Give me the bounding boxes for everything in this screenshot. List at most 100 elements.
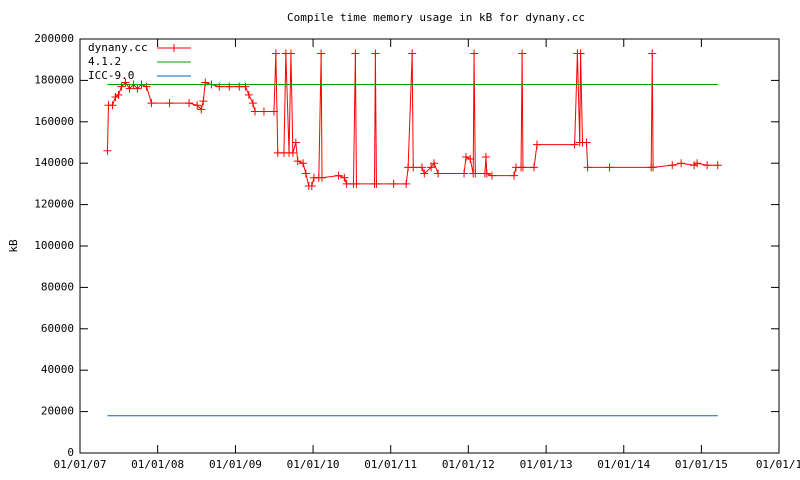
point-marker [244, 90, 253, 99]
point-marker [301, 169, 310, 178]
y-tick-label: 200000 [34, 32, 74, 45]
point-marker [460, 169, 469, 178]
point-marker [291, 138, 300, 147]
point-marker [103, 146, 112, 155]
point-marker [703, 161, 712, 170]
y-tick-label: 20000 [41, 405, 74, 418]
legend-label: ICC-9.0 [88, 69, 134, 82]
plot-frame [79, 38, 780, 454]
point-marker [147, 99, 156, 108]
point-marker [271, 49, 280, 58]
point-marker [481, 152, 490, 161]
x-tick-label: 01/01/1 [756, 458, 800, 471]
point-marker [133, 84, 142, 93]
point-marker [532, 140, 541, 149]
point-marker [430, 159, 439, 168]
point-marker [193, 101, 202, 110]
point-marker [199, 97, 208, 106]
point-marker [288, 148, 297, 157]
point-marker [201, 78, 210, 87]
point-marker [434, 169, 443, 178]
legend-label: dynany.cc [88, 41, 148, 54]
point-marker [342, 179, 351, 188]
x-tick-label: 01/01/10 [287, 458, 340, 471]
point-marker [185, 99, 194, 108]
point-marker [605, 163, 614, 172]
point-marker [307, 181, 316, 190]
point-marker [269, 107, 278, 116]
x-tick-label: 01/01/11 [364, 458, 417, 471]
point-marker [470, 49, 479, 58]
point-marker [215, 82, 224, 91]
point-marker [402, 179, 411, 188]
point-marker [487, 171, 496, 180]
point-marker [570, 140, 579, 149]
point-marker [482, 169, 491, 178]
point-marker [351, 49, 360, 58]
x-tick-label: 01/01/15 [675, 458, 728, 471]
point-marker [427, 163, 436, 172]
point-marker [165, 99, 174, 108]
x-tick-label: 01/01/14 [597, 458, 650, 471]
point-marker [317, 49, 326, 58]
point-marker [125, 84, 134, 93]
point-marker [471, 169, 480, 178]
point-marker [334, 171, 343, 180]
point-marker [241, 82, 250, 91]
x-tick-label: 01/01/09 [209, 458, 262, 471]
x-tick-label: 01/01/13 [520, 458, 573, 471]
point-marker [420, 169, 429, 178]
y-tick-label: 40000 [41, 363, 74, 376]
point-marker [649, 163, 658, 172]
point-marker [108, 101, 117, 110]
point-marker [576, 49, 585, 58]
series-line [106, 53, 718, 187]
point-marker [286, 49, 295, 58]
point-marker [248, 99, 257, 108]
point-marker [510, 171, 519, 180]
point-marker [668, 161, 677, 170]
point-marker [648, 49, 657, 58]
point-marker [713, 161, 722, 170]
point-marker [530, 163, 539, 172]
point-marker [583, 163, 592, 172]
point-marker [117, 82, 126, 91]
x-tick-label: 01/01/07 [54, 458, 107, 471]
point-marker [121, 78, 130, 87]
y-tick-label: 80000 [41, 280, 74, 293]
y-tick-label: 140000 [34, 156, 74, 169]
point-marker [197, 105, 206, 114]
y-tick-label: 60000 [41, 322, 74, 335]
point-marker [389, 179, 398, 188]
point-marker [225, 82, 234, 91]
point-marker [340, 173, 349, 182]
point-marker [582, 138, 591, 147]
point-marker [408, 49, 417, 58]
y-tick-label: 0 [67, 446, 74, 459]
y-tick-label: 180000 [34, 73, 74, 86]
point-marker [518, 163, 527, 172]
y-tick-label: 100000 [34, 239, 74, 252]
point-marker [518, 49, 527, 58]
point-marker [142, 82, 151, 91]
chart-title: Compile time memory usage in kB for dyna… [287, 11, 585, 24]
point-marker [293, 157, 302, 166]
point-marker [466, 155, 475, 164]
legend-marker [170, 44, 178, 52]
point-marker [693, 159, 702, 168]
y-tick-label: 120000 [34, 198, 74, 211]
y-axis-label: kB [7, 239, 20, 253]
point-marker [417, 163, 426, 172]
point-marker [299, 159, 308, 168]
x-tick-label: 01/01/08 [131, 458, 184, 471]
point-marker [409, 163, 418, 172]
point-marker [251, 107, 260, 116]
point-marker [677, 159, 686, 168]
x-tick-label: 01/01/12 [442, 458, 495, 471]
y-tick-label: 160000 [34, 115, 74, 128]
point-marker [259, 107, 268, 116]
point-marker [114, 90, 123, 99]
point-marker [318, 173, 327, 182]
